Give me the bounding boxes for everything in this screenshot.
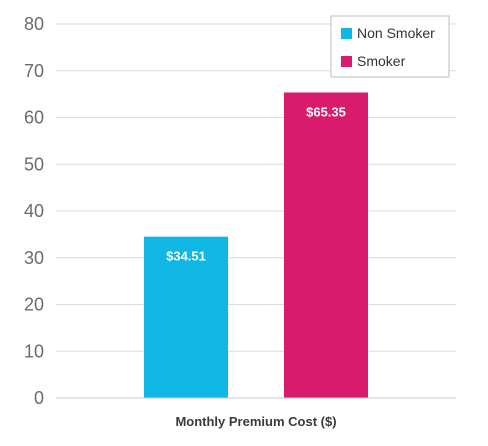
- gridlines: [56, 23, 456, 352]
- bar-smoker: [284, 92, 368, 399]
- y-tick-label: 20: [24, 295, 44, 315]
- legend-swatch: [341, 28, 352, 39]
- legend-label: Non Smoker: [357, 25, 435, 41]
- x-axis-label: Monthly Premium Cost ($): [175, 414, 336, 429]
- y-tick-label: 80: [24, 14, 44, 34]
- y-tick-label: 40: [24, 201, 44, 221]
- data-labels: $34.51 $65.35: [166, 104, 346, 263]
- y-tick-label: 30: [24, 248, 44, 268]
- data-label: $65.35: [306, 104, 346, 119]
- bars: [144, 92, 368, 399]
- legend-items: Non Smoker Smoker: [341, 25, 435, 69]
- y-tick-label: 70: [24, 61, 44, 81]
- data-label: $34.51: [166, 249, 206, 264]
- legend: Non Smoker Smoker: [330, 15, 450, 78]
- y-axis-ticks: 0 10 20 30 40 50 60 70 80: [24, 14, 44, 408]
- bar-non-smoker: [144, 236, 228, 398]
- y-tick-label: 60: [24, 108, 44, 128]
- y-tick-label: 10: [24, 341, 44, 361]
- y-tick-label: 50: [24, 154, 44, 174]
- y-tick-label: 0: [34, 388, 44, 408]
- legend-label: Smoker: [357, 53, 406, 69]
- legend-swatch: [341, 56, 352, 67]
